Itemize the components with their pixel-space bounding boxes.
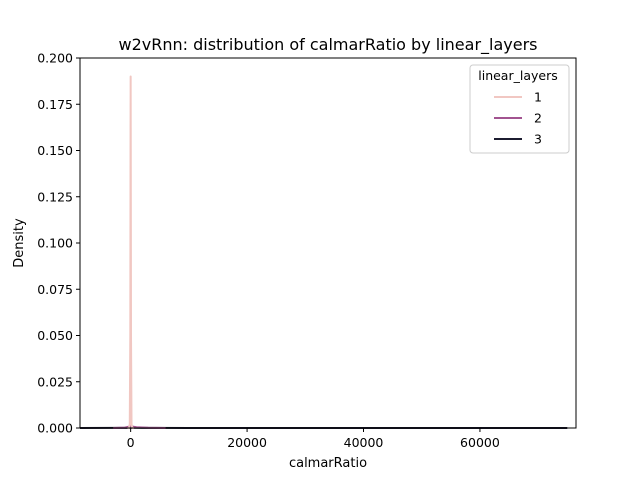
x-axis-ticks: 0 20000 40000 60000 [127,428,500,450]
y-tick-label: 0.075 [37,282,73,297]
y-tick-label: 0.150 [37,143,73,158]
x-axis-label: calmarRatio [289,456,367,471]
legend-label-1: 1 [534,90,542,105]
legend: linear_layers 1 2 3 [469,64,570,154]
y-tick-label: 0.175 [37,97,73,112]
y-axis-ticks: 0.000 0.025 0.050 0.075 0.100 0.125 0.150 0.175… [37,51,80,436]
y-axis-label: Density [12,218,27,268]
legend-label-2: 2 [534,111,542,126]
x-tick-label: 0 [127,435,135,450]
y-tick-label: 0.000 [37,421,73,436]
y-tick-label: 0.200 [37,51,73,66]
y-tick-label: 0.025 [37,374,73,389]
legend-label-3: 3 [534,132,542,147]
legend-box [469,64,570,154]
series-line-1 [127,75,134,429]
legend-entries: 1 2 3 [494,90,542,147]
x-tick-label: 60000 [460,435,500,450]
x-tick-label: 20000 [227,435,267,450]
chart-title: w2vRnn: distribution of calmarRatio by l… [118,35,537,55]
legend-title: linear_layers [478,68,557,83]
y-tick-label: 0.100 [37,236,73,251]
x-tick-label: 40000 [344,435,384,450]
plot-frame [79,57,577,429]
y-tick-label: 0.050 [37,328,73,343]
y-tick-label: 0.125 [37,189,73,204]
